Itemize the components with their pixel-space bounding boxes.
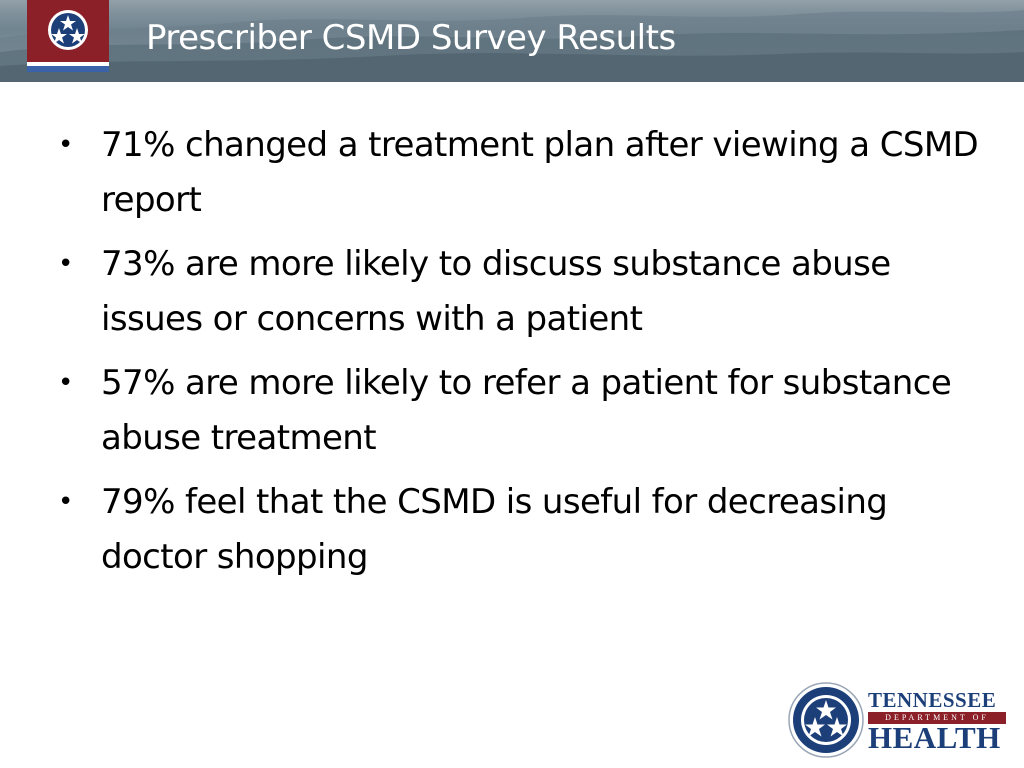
bullet-text: 73% are more likely to discuss substance… [101,244,891,339]
bullet-list: • 71% changed a treatment plan after vie… [54,118,984,594]
header-banner: Prescriber CSMD Survey Results [0,0,1024,82]
bullet-icon: • [58,249,73,279]
mountain-backdrop [0,0,1024,82]
logo-line-department: DEPARTMENT OF [868,712,1006,724]
tennessee-tristar-seal-icon [788,682,864,758]
bullet-icon: • [58,487,73,517]
bullet-item: • 73% are more likely to discuss substan… [54,237,984,347]
tennessee-health-logo: TENNESSEE DEPARTMENT OF HEALTH [788,682,1010,758]
bullet-text: 57% are more likely to refer a patient f… [101,363,952,458]
logo-line-health: HEALTH [868,720,1001,755]
bullet-icon: • [58,368,73,398]
bullet-text: 71% changed a treatment plan after viewi… [101,125,979,220]
bullet-item: • 71% changed a treatment plan after vie… [54,118,984,228]
bullet-item: • 57% are more likely to refer a patient… [54,356,984,466]
tennessee-tristar-shield-icon [27,0,109,72]
bullet-text: 79% feel that the CSMD is useful for dec… [101,482,888,577]
bullet-icon: • [58,130,73,160]
logo-line-tennessee: TENNESSEE [868,688,997,712]
bullet-item: • 79% feel that the CSMD is useful for d… [54,475,984,585]
slide-title: Prescriber CSMD Survey Results [146,18,676,58]
